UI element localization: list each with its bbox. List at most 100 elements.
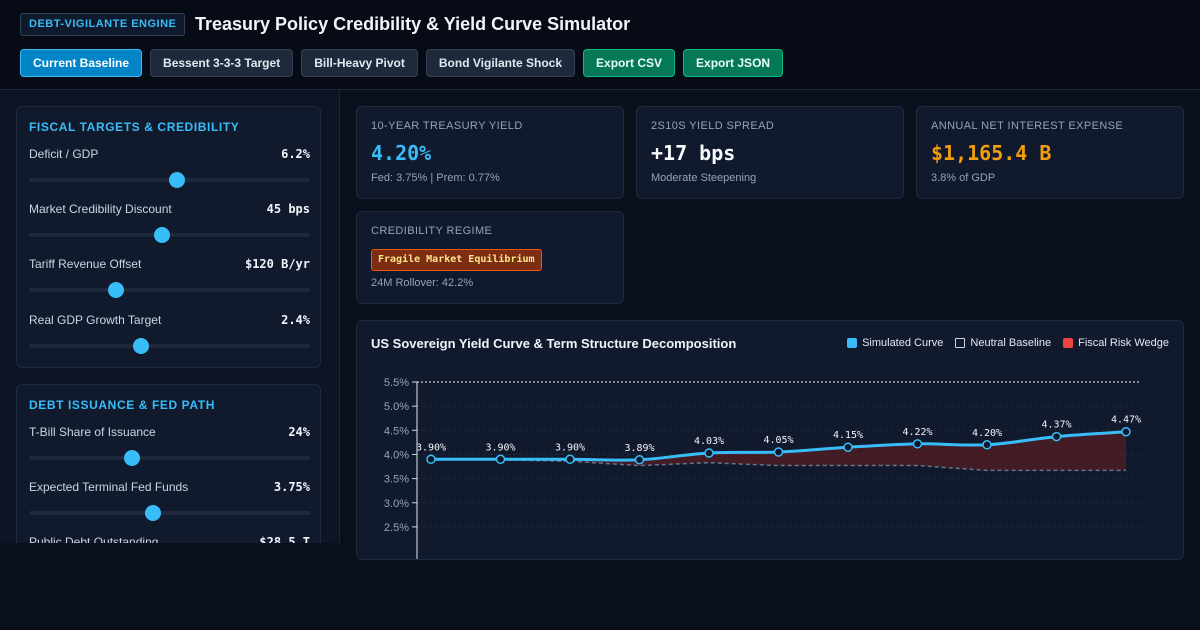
tariff-offset-control: Tariff Revenue Offset $120 B/yr — [29, 257, 310, 307]
terminal-fed-funds-control: Expected Terminal Fed Funds 3.75% — [29, 480, 310, 530]
y-tick-label: 5.0% — [384, 401, 409, 413]
control-value: $28.5 T — [259, 535, 310, 543]
deficit-gdp-control: Deficit / GDP 6.2% — [29, 147, 310, 197]
export-csv-button[interactable]: Export CSV — [583, 49, 676, 77]
fiscal-targets-panel: FISCAL TARGETS & CREDIBILITY Deficit / G… — [16, 106, 321, 368]
public-debt-control: Public Debt Outstanding $28.5 T — [29, 535, 310, 543]
yield-curve-chart-card: 5.5% 5.0% 4.5% 4.0% 3.5% 3.0% 2.5% 3.90% 3.90% 3.… — [356, 320, 1184, 560]
slider-thumb[interactable] — [108, 282, 125, 298]
data-label: 4.22% — [902, 427, 932, 438]
control-value: 24% — [288, 425, 310, 439]
data-label: 4.03% — [694, 436, 724, 447]
y-tick-label: 3.0% — [384, 498, 409, 510]
export-json-button[interactable]: Export JSON — [683, 49, 784, 77]
slider-track[interactable] — [29, 450, 310, 466]
control-label: Expected Terminal Fed Funds — [29, 480, 189, 494]
data-point — [495, 454, 506, 465]
legend-swatch — [955, 338, 966, 348]
legend-simulated[interactable]: Simulated Curve — [847, 337, 943, 349]
data-point — [982, 440, 992, 450]
regime-badge: Fragile Market Equilibrium — [371, 249, 542, 271]
data-point — [704, 448, 714, 458]
data-label: 3.90% — [416, 442, 446, 453]
data-label: 4.47% — [1111, 415, 1141, 426]
data-label: 4.20% — [972, 428, 1002, 439]
control-value: 6.2% — [281, 147, 310, 161]
slider-thumb[interactable] — [133, 338, 150, 354]
data-label: 3.90% — [555, 442, 585, 453]
slider-track[interactable] — [29, 338, 310, 354]
y-tick-label: 2.5% — [384, 522, 409, 534]
kpi-subtext: 24M Rollover: 42.2% — [371, 277, 474, 289]
chart-legend: Simulated Curve Neutral Baseline Fiscal … — [847, 337, 1169, 349]
control-value: 45 bps — [266, 202, 310, 216]
chart-title: US Sovereign Yield Curve & Term Structur… — [371, 336, 737, 351]
gdp-growth-control: Real GDP Growth Target 2.4% — [29, 313, 310, 363]
yield-spread-value: +17 bps — [651, 141, 736, 165]
interest-expense-value: $1,165.4 B — [931, 141, 1052, 165]
data-point — [773, 447, 784, 457]
data-label: 3.89% — [624, 443, 654, 454]
data-point — [1051, 431, 1062, 442]
legend-label: Simulated Curve — [862, 337, 944, 349]
control-label: Deficit / GDP — [29, 147, 99, 161]
legend-risk[interactable]: Fiscal Risk Wedge — [1063, 337, 1169, 349]
scenario-bessent-333-button[interactable]: Bessent 3-3-3 Target — [150, 49, 294, 77]
slider-thumb[interactable] — [124, 450, 141, 466]
control-value: 2.4% — [281, 313, 310, 327]
legend-swatch — [1063, 338, 1074, 348]
y-tick-label: 4.5% — [384, 425, 409, 437]
slider-thumb[interactable] — [168, 172, 185, 188]
slider-thumb[interactable] — [144, 505, 161, 521]
credibility-regime-card: CREDIBILITY REGIME Fragile Market Equili… — [356, 211, 624, 304]
control-sidebar: FISCAL TARGETS & CREDIBILITY Deficit / G… — [0, 90, 340, 543]
data-label: 4.05% — [763, 435, 793, 446]
control-label: Real GDP Growth Target — [29, 313, 162, 327]
app-title: Treasury Policy Credibility & Yield Curv… — [195, 14, 631, 34]
interest-expense-card: ANNUAL NET INTEREST EXPENSE $1,165.4 B 3… — [916, 106, 1184, 199]
slider-track[interactable] — [29, 282, 310, 298]
legend-swatch — [847, 338, 858, 348]
kpi-label: CREDIBILITY REGIME — [371, 225, 493, 237]
kpi-label: ANNUAL NET INTEREST EXPENSE — [931, 120, 1124, 132]
data-point — [1121, 426, 1131, 437]
engine-badge: DEBT-VIGILANTE ENGINE — [20, 13, 186, 36]
slider-track[interactable] — [29, 172, 310, 188]
data-label: 4.15% — [833, 430, 863, 441]
slider-thumb[interactable] — [154, 227, 171, 243]
data-point — [426, 454, 436, 465]
control-value: $120 B/yr — [244, 257, 310, 271]
kpi-label: 10-YEAR TREASURY YIELD — [371, 120, 523, 132]
legend-label: Fiscal Risk Wedge — [1078, 337, 1169, 349]
credibility-discount-control: Market Credibility Discount 45 bps — [29, 202, 310, 252]
control-label: T-Bill Share of Issuance — [29, 425, 156, 439]
data-point — [912, 439, 923, 449]
legend-label: Neutral Baseline — [970, 337, 1052, 349]
data-label: 3.90% — [485, 442, 515, 453]
control-value: 3.75% — [273, 480, 310, 494]
scenario-bill-heavy-button[interactable]: Bill-Heavy Pivot — [301, 49, 418, 77]
kpi-subtext: Moderate Steepening — [651, 172, 757, 184]
ten-year-yield-card: 10-YEAR TREASURY YIELD 4.20% Fed: 3.75% … — [356, 106, 624, 199]
control-label: Market Credibility Discount — [29, 202, 172, 216]
data-point — [565, 454, 575, 465]
scenario-current-baseline-button[interactable]: Current Baseline — [20, 49, 143, 77]
scenario-vigilante-shock-button[interactable]: Bond Vigilante Shock — [425, 49, 576, 77]
ten-year-yield-value: 4.20% — [371, 141, 432, 165]
data-label: 4.37% — [1041, 420, 1071, 431]
legend-neutral[interactable]: Neutral Baseline — [955, 337, 1051, 349]
slider-track[interactable] — [29, 227, 310, 243]
panel-title: FISCAL TARGETS & CREDIBILITY — [29, 120, 240, 134]
debt-issuance-panel: DEBT ISSUANCE & FED PATH T-Bill Share of… — [16, 384, 321, 543]
kpi-label: 2S10S YIELD SPREAD — [651, 120, 775, 132]
data-point — [634, 455, 645, 465]
panel-title: DEBT ISSUANCE & FED PATH — [29, 398, 215, 412]
control-label: Tariff Revenue Offset — [29, 257, 142, 271]
control-label: Public Debt Outstanding — [29, 535, 159, 543]
tbill-share-control: T-Bill Share of Issuance 24% — [29, 425, 310, 475]
kpi-subtext: 3.8% of GDP — [931, 172, 996, 184]
data-point — [843, 442, 853, 452]
y-tick-label: 3.5% — [384, 474, 409, 486]
slider-track[interactable] — [29, 505, 310, 521]
yield-curve-chart: 5.5% 5.0% 4.5% 4.0% 3.5% 3.0% 2.5% 3.90% 3.90% 3.… — [384, 377, 1141, 559]
